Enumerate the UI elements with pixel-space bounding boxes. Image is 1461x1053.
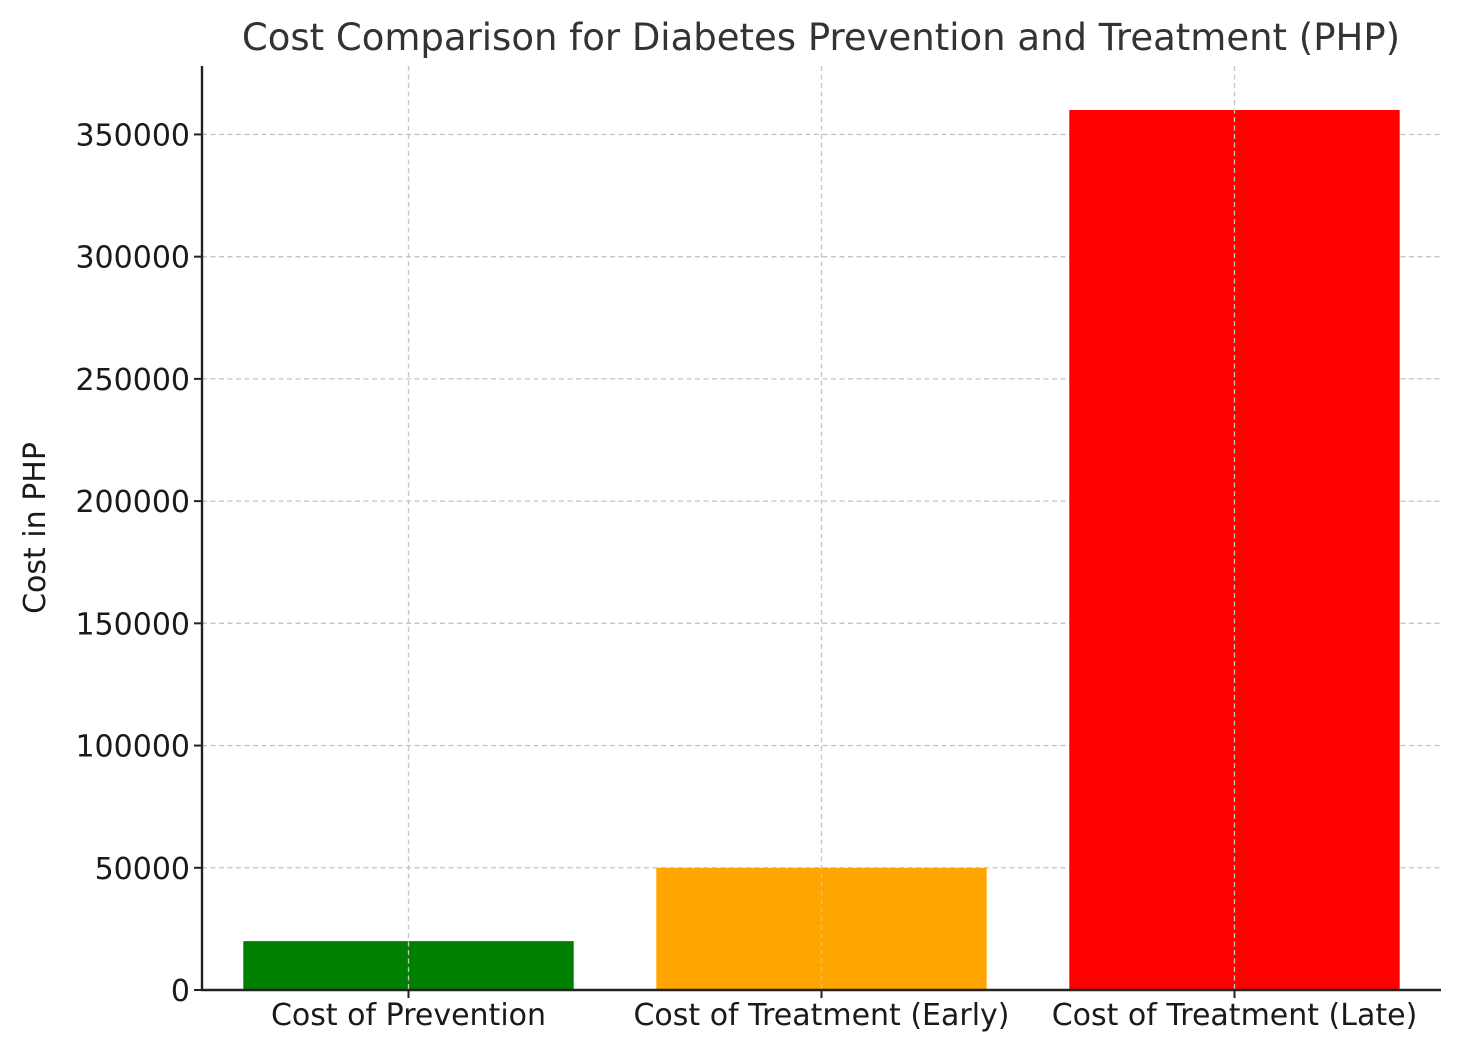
x-ticks: Cost of Prevention Cost of Treatment (Ear… bbox=[271, 990, 1417, 1033]
vertical-gridlines bbox=[407, 66, 1236, 990]
chart-title: Cost Comparison for Diabetes Prevention … bbox=[242, 16, 1400, 59]
y-tick-label: 100000 bbox=[75, 730, 190, 765]
y-tick-label: 350000 bbox=[75, 118, 190, 153]
y-tick-label: 200000 bbox=[75, 485, 190, 520]
y-tick-label: 50000 bbox=[95, 852, 190, 887]
x-tick-label: Cost of Treatment (Late) bbox=[1052, 998, 1418, 1033]
bar bbox=[243, 941, 574, 990]
y-axis-label: Cost in PHP bbox=[18, 442, 53, 614]
y-tick-label: 250000 bbox=[75, 363, 190, 398]
x-tick-label: Cost of Prevention bbox=[271, 998, 546, 1033]
y-tick-label: 0 bbox=[171, 974, 190, 1009]
y-tick-label: 150000 bbox=[75, 607, 190, 642]
x-tick-label: Cost of Treatment (Early) bbox=[633, 998, 1009, 1033]
y-ticks: 0 50000 100000 150000 200000 250000 300000 3500… bbox=[75, 118, 202, 1009]
y-tick-label: 300000 bbox=[75, 241, 190, 276]
